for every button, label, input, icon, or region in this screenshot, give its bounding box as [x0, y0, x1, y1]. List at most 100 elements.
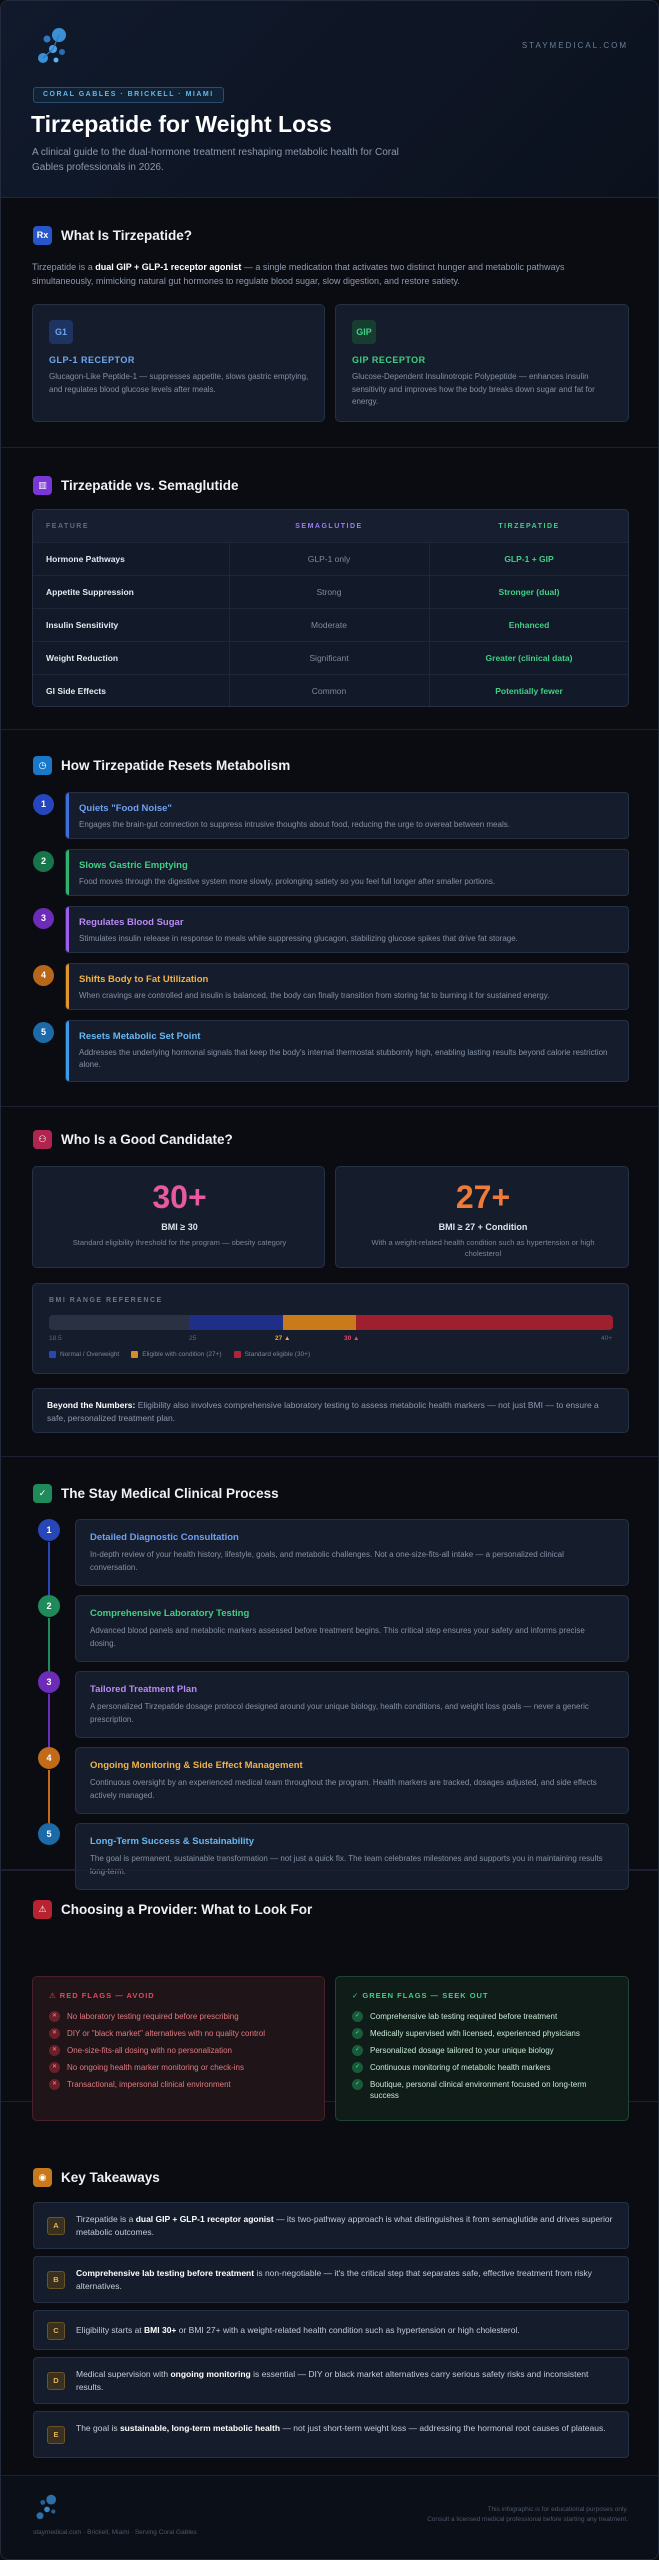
gip-card: GIP GIP RECEPTOR Glucose-Dependent Insul…: [335, 304, 629, 422]
section-what-is: Rx What Is Tirzepatide? Tirzepatide is a …: [1, 198, 658, 448]
molecule-logo-icon: [36, 2494, 57, 2520]
section-title: What Is Tirzepatide?: [61, 227, 193, 243]
stat-value: 27+: [455, 1179, 511, 1215]
page-title: Tirzepatide for Weight Loss: [31, 111, 332, 137]
section-candidate: ⚇ Who Is a Good Candidate?: [1, 1107, 658, 1457]
bmi-title: BMI RANGE REFERENCE: [49, 1297, 163, 1304]
stat-label: BMI ≥ 27 + Condition: [438, 1222, 528, 1232]
warning-icon: ⚠: [33, 1899, 52, 1919]
green-flag-item: ✓ Personalized dosage tailored to your un…: [352, 2045, 617, 2056]
section-title: Key Takeaways: [61, 2169, 160, 2185]
bmi-tick: 18.5: [49, 1335, 62, 1342]
takeaway-item: A Tirzepatide is a dual GIP + GLP-1 recep…: [33, 2202, 629, 2249]
intro-text: Tirzepatide is a dual GIP + GLP-1 recept…: [32, 262, 565, 286]
check-icon: ✓: [352, 2045, 363, 2056]
table-row: GI Side Effects Common Potentially fewer: [46, 686, 563, 696]
process-step-number: 3: [38, 1671, 60, 1693]
table-row: Weight Reduction Significant Greater (clin…: [33, 642, 628, 675]
table-row: Insulin Sensitivity Moderate Enhanced: [33, 609, 628, 642]
comparison-table: FEATURE SEMAGLUTIDE TIRZEPATIDE Hormone …: [32, 509, 629, 707]
metabolism-step: Regulates Blood Sugar Stimulates insulin …: [65, 906, 629, 953]
bmi-reference-card: BMI RANGE REFERENCE 18.5 25 27 ▲ 30 ▲ 40…: [32, 1283, 629, 1374]
red-flags-card: ⚠ RED FLAGS — AVOID ✕ No laboratory testi…: [32, 1976, 325, 2121]
section-provider: ⚠ Choosing a Provider: What to Look For: [1, 1870, 658, 2102]
check-icon: ✓: [352, 2062, 363, 2073]
footer-disclaimer-2: Consult a licensed medical professional …: [427, 2516, 628, 2523]
beyond-numbers-note: Beyond the Numbers: Eligibility also inv…: [32, 1388, 629, 1433]
metabolism-step: Slows Gastric Emptying Food moves through…: [65, 849, 629, 896]
section-takeaways: ◉ Key Takeaways: [1, 2102, 658, 2476]
process-step: Tailored Treatment Plan A personalized Ti…: [75, 1671, 629, 1738]
molecule-logo-icon: [38, 28, 66, 63]
section-title: Tirzepatide vs. Semaglutide: [61, 477, 239, 493]
section-title: How Tirzepatide Resets Metabolism: [61, 757, 291, 773]
page-subtitle: A clinical guide to the dual-hormone tre…: [32, 147, 399, 173]
red-flags-title: ⚠ RED FLAGS — AVOID: [49, 1991, 155, 2000]
metabolism-step: Quiets "Food Noise" Engages the brain-gut…: [65, 792, 629, 839]
clock-icon: ◷: [33, 755, 52, 775]
section-title: Choosing a Provider: What to Look For: [61, 1901, 313, 1917]
location-badge: CORAL GABLES · BRICKELL · MIAMI: [33, 87, 224, 103]
process-step: Ongoing Monitoring & Side Effect Managem…: [75, 1747, 629, 1814]
takeaway-item: B Comprehensive lab testing before treatm…: [33, 2256, 629, 2303]
site-url: STAYMEDICAL.COM: [521, 41, 628, 50]
process-step-number: 2: [38, 1595, 60, 1617]
check-icon: ✓: [352, 2011, 363, 2022]
takeaway-item: C Eligibility starts at BMI 30+ or BMI 27…: [33, 2310, 629, 2350]
card-title: GLP-1 RECEPTOR: [49, 355, 135, 365]
process-step-number: 1: [38, 1519, 60, 1541]
process-step: Comprehensive Laboratory Testing Advanced…: [75, 1595, 629, 1662]
glp1-card: G1 GLP-1 RECEPTOR Glucagon-Like Peptide-…: [32, 304, 325, 422]
section-title: Who Is a Good Candidate?: [61, 1131, 233, 1147]
process-step: Detailed Diagnostic Consultation In-depth…: [75, 1519, 629, 1586]
green-flags-card: ✓ GREEN FLAGS — SEEK OUT ✓ Comprehensive …: [335, 1976, 629, 2121]
stat-desc: With a weight-related health condition s…: [371, 1238, 595, 1258]
bmi-tick: 40+: [600, 1335, 612, 1342]
bmi-tick: 25: [189, 1335, 197, 1342]
glp1-badge: G1: [49, 320, 73, 344]
green-flags-title: ✓ GREEN FLAGS — SEEK OUT: [352, 1991, 489, 2000]
x-icon: ✕: [49, 2028, 60, 2039]
step-number: 1: [33, 794, 54, 815]
lightbulb-icon: ◉: [33, 2167, 52, 2187]
x-icon: ✕: [49, 2079, 60, 2090]
takeaway-item: D Medical supervision with ongoing monito…: [33, 2357, 629, 2404]
step-number: 3: [33, 908, 54, 929]
stat-desc: Standard eligibility threshold for the p…: [72, 1238, 287, 1247]
table-row: Appetite Suppression Strong Stronger (dual…: [33, 576, 628, 609]
process-step-number: 5: [38, 1823, 60, 1845]
process-step-number: 4: [38, 1747, 60, 1769]
stat-value: 30+: [152, 1179, 207, 1215]
footer: staymedical.com · Brickell, Miami · Serv…: [1, 2476, 658, 2559]
step-number: 5: [33, 1022, 54, 1043]
card-desc: Glucose-Dependent Insulinotropic Polypep…: [352, 372, 595, 406]
metabolism-step: Shifts Body to Fat Utilization When cravi…: [65, 963, 629, 1010]
section-comparison: ▥ Tirzepatide vs. Semaglutide: [1, 448, 658, 730]
red-flag-item: ✕ No laboratory testing required before p…: [49, 2011, 314, 2022]
hero-header: STAYMEDICAL.COM CORAL GABLES · BRICKELL …: [1, 1, 658, 198]
bmi-bar: [49, 1315, 613, 1330]
chart-icon: ▥: [33, 475, 52, 495]
metabolism-step: Resets Metabolic Set Point Addresses the …: [65, 1020, 629, 1082]
x-icon: ✕: [49, 2045, 60, 2056]
stat-card-30: 30+ BMI ≥ 30 Standard eligibility thresh…: [32, 1166, 325, 1268]
bmi-mark-30: 30 ▲: [344, 1335, 360, 1342]
process-step: Long-Term Success & Sustainability The go…: [75, 1823, 629, 1890]
red-flag-item: ✕ DIY or "black market" alternatives with…: [49, 2028, 314, 2039]
card-title: GIP RECEPTOR: [352, 355, 426, 365]
bmi-mark-27: 27 ▲: [275, 1335, 291, 1342]
section-metabolism: ◷ How Tirzepatide Resets Metabolism: [1, 730, 658, 1107]
takeaway-item: E The goal is sustainable, long-term meta…: [33, 2411, 629, 2458]
red-flag-item: ✕ One-size-fits-all dosing with no person…: [49, 2045, 314, 2056]
clipboard-check-icon: ✓: [33, 1483, 52, 1503]
footer-disclaimer-1: This infographic is for educational purp…: [487, 2506, 628, 2513]
x-icon: ✕: [49, 2062, 60, 2073]
step-number: 2: [33, 851, 54, 872]
red-flag-item: ✕ Transactional, impersonal clinical envi…: [49, 2079, 314, 2090]
section-title: The Stay Medical Clinical Process: [61, 1485, 279, 1501]
red-flag-item: ✕ No ongoing health marker monitoring or …: [49, 2062, 314, 2073]
green-flag-item: ✓ Medically supervised with licensed, exp…: [352, 2028, 617, 2039]
stat-label: BMI ≥ 30: [161, 1222, 198, 1232]
check-icon: ✓: [352, 2028, 363, 2039]
green-flag-item: ✓ Continuous monitoring of metabolic heal…: [352, 2062, 617, 2073]
